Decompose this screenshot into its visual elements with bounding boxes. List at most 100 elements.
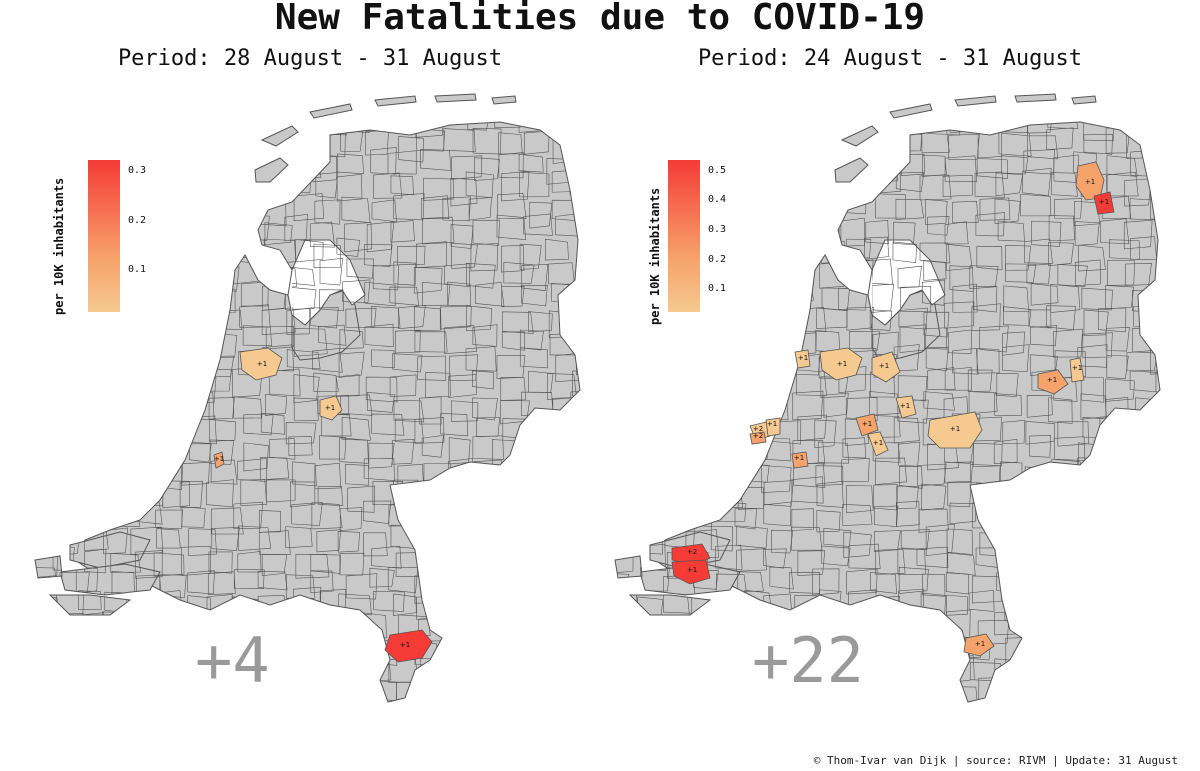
municipality-boundary [1127,438,1153,460]
municipality-boundary [1030,283,1059,306]
fatality-count-label: +1 [257,360,267,368]
municipality-boundary [338,351,365,378]
municipality-boundary [869,309,893,331]
municipality-boundary [102,122,137,134]
municipality-boundary [156,528,181,549]
municipality-boundary [791,476,824,504]
municipality-boundary [921,154,947,177]
municipality-boundary [1108,642,1139,663]
municipality-boundary [472,435,504,460]
municipality-boundary [1027,122,1053,134]
municipality-boundary [344,222,372,253]
municipality-boundary [465,171,494,199]
highlight-regions: +1 +1 +1 +1 [213,347,433,663]
municipality-boundary [1129,198,1160,221]
municipality-boundary [797,414,827,442]
municipality-boundary [1046,532,1069,557]
municipality-boundary [686,122,715,135]
municipality-boundary [260,457,290,481]
municipality-boundary [615,399,633,424]
municipality-boundary [1134,505,1160,530]
municipality-boundary [870,136,896,160]
municipality-boundary [111,374,134,399]
fatality-count-label: +1 [879,362,889,370]
municipality-boundary [153,442,182,466]
municipality-boundary [918,508,949,533]
highlighted-municipality [895,395,917,419]
municipality-boundary [286,349,321,370]
municipality-boundary [632,462,655,491]
municipality-boundary [1154,434,1160,460]
municipality-boundary [942,701,964,702]
municipality-boundary [347,485,375,513]
municipality-boundary [615,217,637,239]
municipality-boundary [900,529,930,550]
municipality-boundary [1048,215,1075,242]
municipality-boundary [441,611,472,633]
municipality-boundary [448,374,477,398]
source-footer: © Thom-Ivar van Dijk | source: RIVM | Up… [813,754,1178,767]
municipality-boundary [439,306,472,330]
municipality-boundary [421,435,444,458]
municipality-boundary [919,242,951,264]
municipality-boundary [687,484,716,510]
municipality-boundary [660,330,690,357]
municipality-boundary [53,149,81,176]
municipality-boundary [739,328,770,351]
municipality-boundary [156,289,185,313]
municipality-boundary [995,172,1023,197]
municipality-boundary [580,708,590,710]
total-fatalities-right: +22 [752,624,864,697]
municipality-boundary [995,674,1025,701]
municipality-boundary [574,122,580,125]
municipality-boundary [158,376,193,397]
municipality-boundary [293,328,328,357]
municipality-boundary [1053,615,1079,637]
municipality-boundary [54,127,88,153]
municipality-boundary [1027,572,1061,594]
municipality-boundary [662,701,687,702]
municipality-boundary [130,661,157,683]
highlighted-municipality [963,633,995,657]
municipality-boundary [976,482,1002,510]
municipality-boundary [578,243,580,272]
municipality-boundary [233,195,263,222]
municipality-boundary [1081,287,1113,311]
highlighted-municipality [1093,191,1115,215]
municipality-boundary [209,419,236,442]
municipality-boundary [715,614,747,638]
municipality-boundary [369,567,395,588]
municipality-boundary [714,394,738,419]
municipality-boundary [371,349,395,369]
municipality-boundary [1151,482,1160,505]
municipality-boundary [268,368,301,397]
municipality-boundary [519,329,544,351]
municipality-boundary [571,594,580,619]
municipality-boundary [1057,264,1088,287]
municipality-boundary [868,615,900,642]
municipality-boundary [135,550,163,579]
municipality-boundary [1074,595,1099,622]
municipality-boundary [656,130,679,156]
municipality-boundary [794,222,820,250]
highlighted-municipality [819,347,863,381]
municipality-boundary [665,661,694,689]
legend-tick-right: 0.1 [708,283,727,294]
municipality-boundary [738,287,766,311]
municipality-boundary [1098,612,1129,632]
municipality-boundary [266,479,296,503]
municipality-boundary [685,419,718,446]
municipality-boundary [159,353,188,376]
municipality-boundary [1074,259,1101,286]
municipality-boundary [159,574,187,598]
legend-tick-left: 0.2 [128,215,147,226]
municipality-boundary [632,146,663,171]
municipality-boundary [447,281,471,306]
municipality-boundary [916,546,949,569]
municipality-boundary [208,174,238,198]
municipality-boundary [952,348,979,375]
municipality-boundary [187,126,217,149]
municipality-boundary [339,680,367,702]
municipality-boundary [309,221,335,248]
municipality-boundary [769,122,801,133]
